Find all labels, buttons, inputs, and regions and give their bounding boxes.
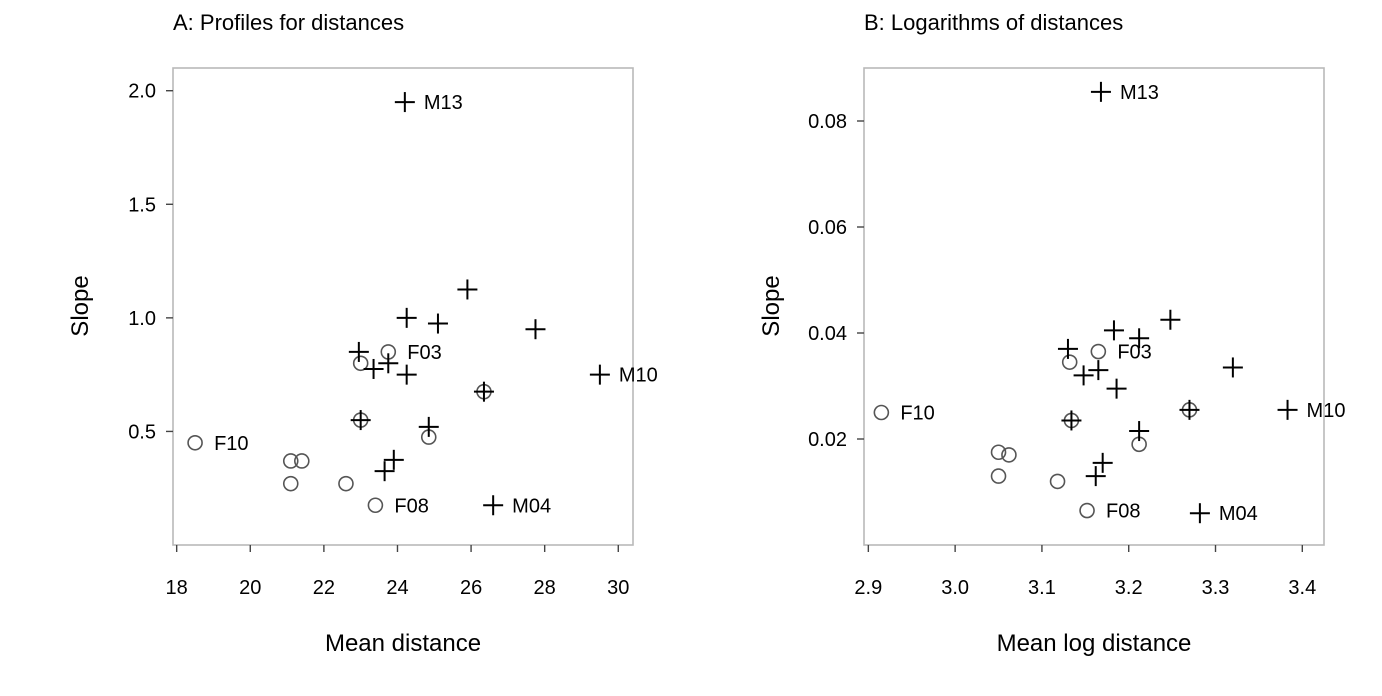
panel-b-y-tick-label: 0.08 <box>808 111 847 133</box>
panel-b-circle-point <box>873 404 890 421</box>
panel-a-point-label: F03 <box>407 342 441 364</box>
panel-a-plus-point <box>350 410 371 431</box>
panel-b-x-tick-label: 2.9 <box>854 577 882 599</box>
panel-a-point-label: M04 <box>512 495 551 517</box>
panel-a-circle-point <box>187 434 203 451</box>
panel-a-point-label: F10 <box>214 433 248 455</box>
panel-b-point-label: M13 <box>1120 82 1159 104</box>
panel-a-circle-point <box>352 355 369 372</box>
panel-b-plus-point <box>1061 410 1082 431</box>
panel-b-plus-point <box>1073 365 1094 386</box>
panel-b-x-tick-label: 3.3 <box>1202 577 1230 599</box>
panel-b-circle-point <box>1079 502 1095 519</box>
panel-a-plus-point <box>418 416 439 437</box>
panel-b-plus-point <box>1160 309 1181 330</box>
panel-b-plus-point <box>1085 466 1106 487</box>
panel-a-circle-point <box>282 475 299 492</box>
panel-a-x-axis-title: Mean distance <box>325 630 481 657</box>
panel-a-x-tick-label: 26 <box>460 577 482 599</box>
panel-a: A: Profiles for distances Mean distance … <box>67 10 658 657</box>
panel-b-x-tick-label: 3.0 <box>941 577 969 599</box>
panel-a-x-tick-label: 18 <box>166 577 188 599</box>
panel-b-plus-point <box>1090 81 1111 102</box>
panel-a-plus-point <box>483 495 504 516</box>
panel-b-x-tick-label: 3.2 <box>1115 577 1143 599</box>
panel-b-circle-point <box>1049 473 1066 490</box>
panel-b-x-tick-label: 3.1 <box>1028 577 1056 599</box>
panel-a-y-tick-label: 1.0 <box>128 308 156 330</box>
panel-b-circle-point <box>1001 447 1017 463</box>
panel-a-circle-point <box>338 475 354 492</box>
panel-a-plus-point <box>457 279 478 300</box>
panel-b-plot-frame <box>863 67 1325 546</box>
panel-b-circle-point <box>1061 354 1078 370</box>
panel-a-plus-point <box>374 461 395 482</box>
panel-b-plus-point <box>1103 320 1124 341</box>
panel-a-plus-point <box>383 449 404 470</box>
panel-b-plus-point <box>1222 357 1243 378</box>
panel-b-x-axis-title: Mean log distance <box>997 630 1192 657</box>
panel-b-point-label: F03 <box>1117 342 1151 364</box>
panel-b-y-tick-label: 0.04 <box>808 323 847 345</box>
panel-a-x-tick-label: 20 <box>239 577 261 599</box>
panel-b-circle-point <box>990 468 1007 484</box>
panel-a-x-tick-label: 24 <box>386 577 408 599</box>
panel-b: B: Logarithms of distances Mean log dist… <box>758 10 1345 657</box>
panel-b-circle-point <box>1090 343 1107 360</box>
panel-a-plus-point <box>473 381 494 402</box>
panel-b-plus-point <box>1088 360 1109 381</box>
panel-a-circle-point <box>293 453 310 469</box>
panel-b-plus-point <box>1057 338 1078 359</box>
panel-a-point-label: M13 <box>424 92 463 114</box>
panel-b-plus-point <box>1179 399 1200 420</box>
panel-a-x-tick-label: 30 <box>607 577 629 599</box>
panel-a-plot-frame <box>172 67 634 546</box>
panel-a-plus-point <box>525 319 546 340</box>
panel-a-plus-point <box>394 92 415 113</box>
panel-a-circle-point <box>282 453 299 469</box>
panel-b-x-tick-label: 3.4 <box>1288 577 1316 599</box>
panel-b-plus-point <box>1189 503 1210 524</box>
panel-a-y-tick-label: 0.5 <box>128 421 156 443</box>
panel-b-point-label: M10 <box>1307 400 1346 422</box>
panel-a-circle-point <box>367 497 384 514</box>
panel-b-point-label: F08 <box>1106 501 1140 523</box>
panel-a-title: A: Profiles for distances <box>173 10 404 35</box>
panel-a-plus-point <box>589 364 610 385</box>
panel-b-circle-point <box>990 444 1007 461</box>
panel-a-y-axis-title: Slope <box>67 275 94 336</box>
panel-a-x-tick-label: 28 <box>534 577 556 599</box>
panel-b-title: B: Logarithms of distances <box>864 10 1123 35</box>
panel-b-plus-point <box>1129 328 1150 349</box>
panel-b-point-label: M04 <box>1219 503 1258 525</box>
panel-b-y-axis-title: Slope <box>758 275 785 336</box>
panel-a-y-tick-label: 2.0 <box>128 81 156 103</box>
panel-b-y-tick-label: 0.02 <box>808 429 847 451</box>
panel-b-plus-point <box>1092 452 1113 473</box>
panel-b-plus-point <box>1277 399 1298 420</box>
panel-a-plus-point <box>396 307 417 328</box>
panel-a-x-tick-label: 22 <box>313 577 335 599</box>
panel-a-point-label: M10 <box>619 365 658 387</box>
panel-b-plus-point <box>1129 421 1150 442</box>
panel-a-point-label: F08 <box>394 495 428 517</box>
panel-b-y-tick-label: 0.06 <box>808 217 847 239</box>
panel-a-y-tick-label: 1.5 <box>128 194 156 216</box>
panel-a-plus-point <box>396 364 417 385</box>
panel-b-plus-point <box>1106 378 1127 399</box>
panel-a-plus-point <box>427 313 448 334</box>
panel-a-plus-point <box>378 353 399 374</box>
panel-a-plus-point <box>348 341 369 362</box>
panel-b-point-label: F10 <box>900 403 934 425</box>
panel-a-plus-point <box>363 358 384 379</box>
